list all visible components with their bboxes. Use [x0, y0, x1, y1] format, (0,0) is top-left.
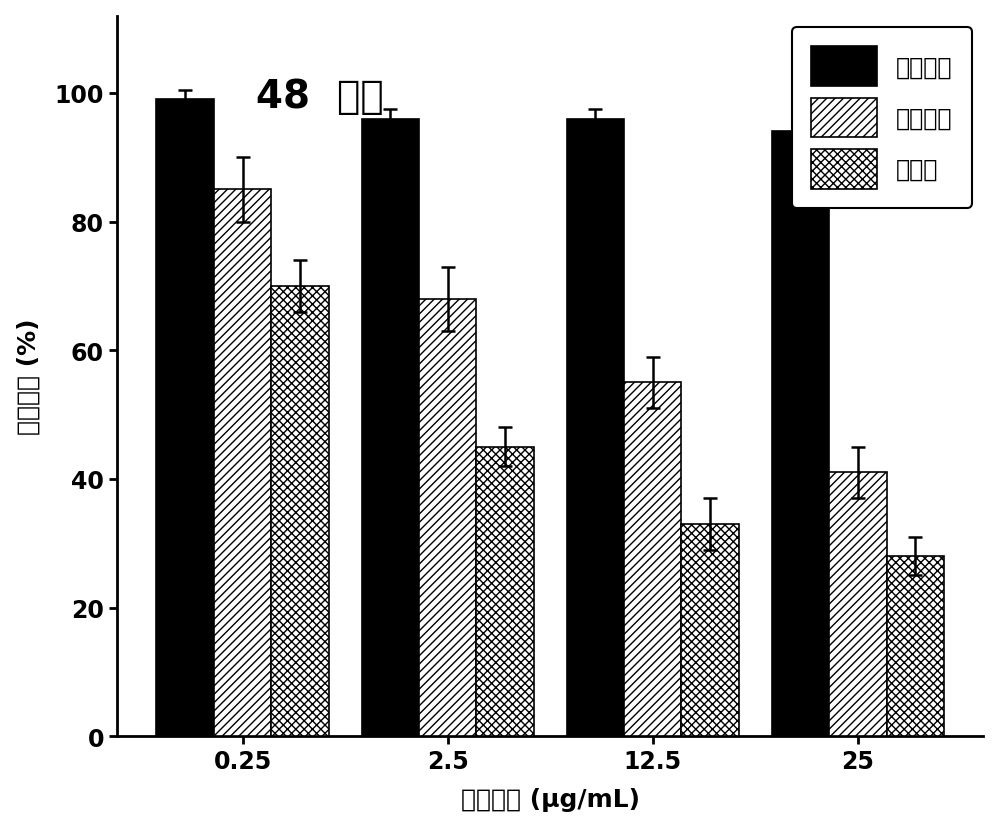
X-axis label: 药物浓度 (μg/mL): 药物浓度 (μg/mL) [461, 787, 640, 811]
Bar [214, 190, 271, 736]
Legend: 阴性对照, 阳性对照, 实验组: 阴性对照, 阳性对照, 实验组 [792, 28, 972, 209]
Y-axis label: 细胞活性 (%): 细胞活性 (%) [17, 318, 41, 435]
Bar [271, 286, 329, 736]
Bar [887, 556, 944, 736]
Bar [772, 132, 829, 736]
Bar [567, 119, 624, 736]
Text: 48  小时: 48 小时 [256, 78, 383, 116]
Bar [681, 524, 739, 736]
Bar [156, 100, 214, 736]
Bar [419, 300, 476, 736]
Bar [476, 447, 534, 736]
Bar [362, 119, 419, 736]
Bar [624, 383, 681, 736]
Bar [829, 473, 887, 736]
